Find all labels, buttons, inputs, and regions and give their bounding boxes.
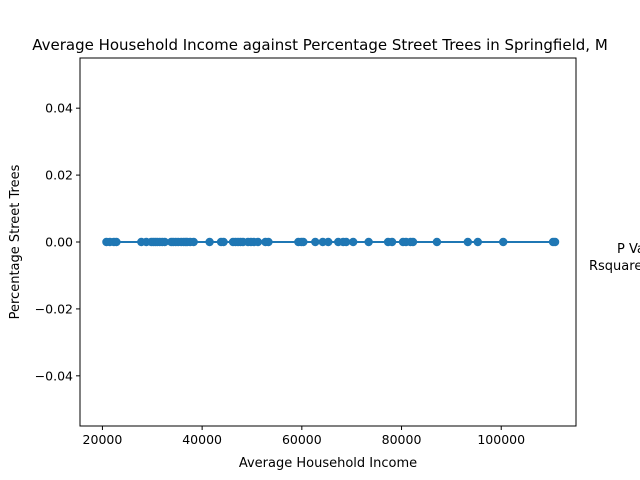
y-tick-label: 0.04 bbox=[45, 101, 73, 116]
data-point bbox=[311, 237, 320, 247]
chart-title: Average Household Income against Percent… bbox=[32, 36, 608, 54]
plot-area bbox=[102, 237, 560, 247]
data-point bbox=[324, 237, 333, 247]
data-point bbox=[550, 237, 560, 247]
data-point bbox=[219, 237, 228, 247]
data-point bbox=[473, 237, 482, 247]
data-point bbox=[160, 237, 169, 247]
y-tick-label: 0.02 bbox=[45, 168, 73, 183]
x-axis-label: Average Household Income bbox=[239, 456, 417, 471]
data-point bbox=[253, 237, 263, 247]
x-tick-label: 20000 bbox=[83, 432, 123, 447]
x-tick-label: 40000 bbox=[182, 432, 222, 447]
data-point bbox=[463, 237, 473, 247]
x-tick-label: 80000 bbox=[382, 432, 422, 447]
rsquared-annotation: Rsquare bbox=[589, 259, 640, 274]
data-point bbox=[348, 237, 358, 247]
y-tick-label: −0.02 bbox=[35, 301, 73, 316]
data-point bbox=[341, 237, 351, 247]
data-point bbox=[264, 237, 273, 247]
data-point bbox=[387, 237, 397, 247]
data-point bbox=[499, 237, 508, 247]
data-point bbox=[299, 237, 308, 247]
data-point bbox=[408, 237, 418, 247]
data-point bbox=[432, 237, 442, 247]
data-point bbox=[112, 237, 121, 247]
p-value-annotation: P Va bbox=[617, 242, 640, 257]
data-point bbox=[364, 237, 373, 247]
y-axis-label: Percentage Street Trees bbox=[8, 164, 23, 319]
y-axis: −0.04 −0.02 0.00 0.02 0.04 bbox=[35, 101, 80, 383]
y-tick-label: −0.04 bbox=[35, 368, 73, 383]
x-tick-label: 100000 bbox=[477, 432, 525, 447]
x-axis: 20000 40000 60000 80000 100000 bbox=[83, 426, 525, 447]
y-tick-label: 0.00 bbox=[45, 235, 73, 250]
data-point bbox=[205, 237, 214, 247]
x-tick-label: 60000 bbox=[282, 432, 322, 447]
data-point bbox=[189, 237, 198, 247]
